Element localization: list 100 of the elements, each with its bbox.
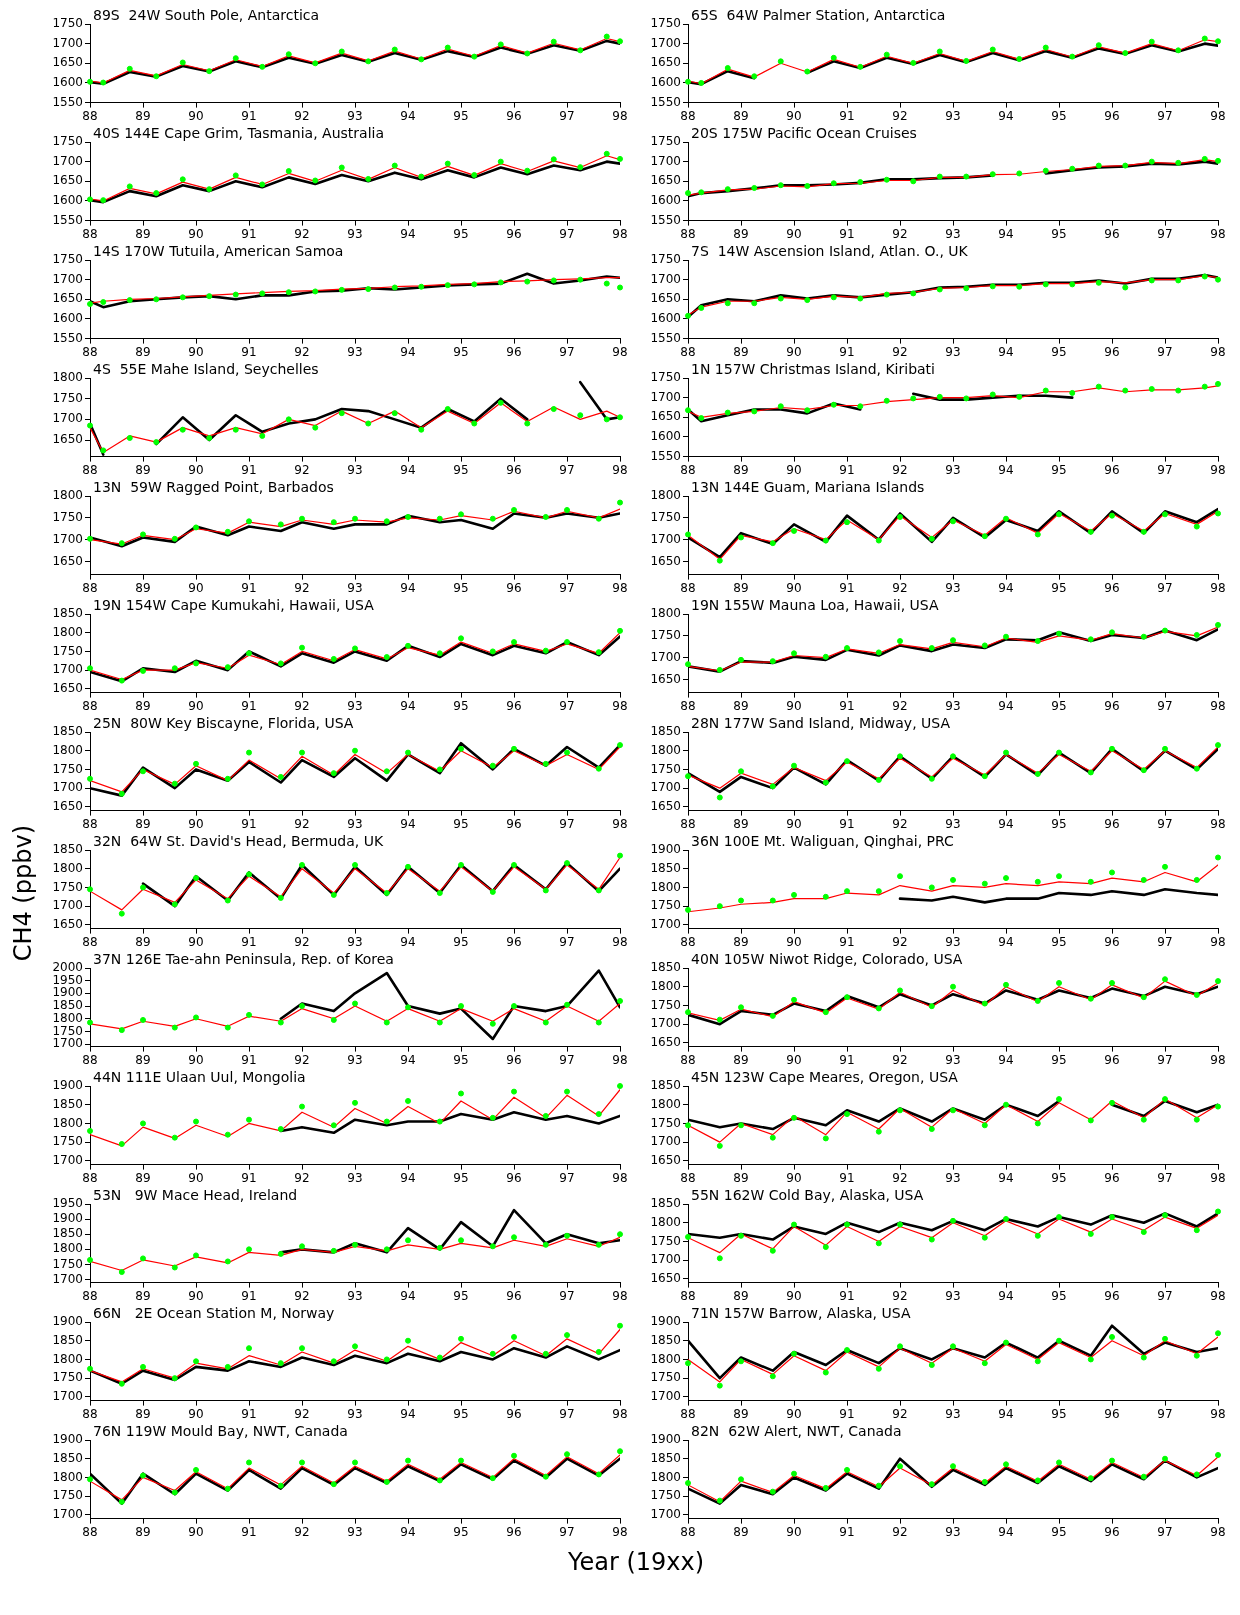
x-tick-label: 90 (786, 226, 802, 241)
x-tick-label: 92 (294, 108, 310, 123)
y-tick-label: 1650 (52, 798, 83, 813)
x-tick-label: 95 (453, 1170, 469, 1185)
x-tick-label: 91 (839, 1052, 855, 1067)
x-tick-label: 96 (1104, 344, 1120, 359)
y-tick-label: 1700 (650, 389, 681, 404)
y-tick-label: 1850 (650, 1450, 681, 1465)
x-tick-label: 88 (82, 934, 98, 949)
x-tick-label: 97 (559, 934, 575, 949)
x-tick-label: 90 (786, 816, 802, 831)
y-tick-label: 1850 (650, 1196, 681, 1211)
x-tick-label: 96 (1104, 698, 1120, 713)
x-tick-label: 94 (998, 226, 1014, 241)
y-tick-label: 1900 (52, 1432, 83, 1447)
x-tick-label: 95 (1051, 580, 1067, 595)
chart-title: 66N 2E Ocean Station M, Norway (93, 1304, 335, 1321)
x-tick-label: 97 (1157, 462, 1173, 477)
x-tick-label: 94 (998, 1170, 1014, 1185)
x-tick-label: 96 (506, 1052, 522, 1067)
x-tick-label: 98 (612, 1052, 628, 1067)
y-tick-label: 1750 (650, 16, 681, 31)
y-tick-label: 1550 (650, 330, 681, 345)
x-tick-label: 96 (1104, 580, 1120, 595)
x-tick-label: 94 (998, 1406, 1014, 1421)
x-tick-label: 93 (347, 580, 363, 595)
y-tick-label: 1700 (650, 780, 681, 795)
x-tick-label: 98 (1210, 226, 1226, 241)
x-tick-label: 93 (347, 1524, 363, 1539)
x-tick-label: 97 (1157, 934, 1173, 949)
x-tick-label: 90 (786, 1052, 802, 1067)
x-tick-label: 92 (294, 816, 310, 831)
x-tick-label: 96 (506, 226, 522, 241)
x-tick-label: 98 (1210, 698, 1226, 713)
x-tick-label: 94 (400, 1524, 416, 1539)
y-tick-label: 1900 (650, 1314, 681, 1329)
x-tick-label: 91 (839, 934, 855, 949)
x-tick-label: 90 (786, 580, 802, 595)
x-tick-label: 89 (733, 1170, 749, 1185)
chart-title: 40N 105W Niwot Ridge, Colorado, USA (691, 950, 963, 967)
x-tick-label: 98 (1210, 1524, 1226, 1539)
x-tick-label: 91 (241, 108, 257, 123)
chart-title: 89S 24W South Pole, Antarctica (93, 6, 320, 23)
x-tick-label: 97 (559, 1406, 575, 1421)
x-tick-label: 94 (400, 462, 416, 477)
y-tick-label: 1800 (650, 1096, 681, 1111)
x-tick-label: 96 (506, 1524, 522, 1539)
x-tick-label: 97 (1157, 108, 1173, 123)
x-tick-label: 93 (347, 108, 363, 123)
y-tick-label: 1550 (650, 212, 681, 227)
chart-title: 44N 111E Ulaan Uul, Mongolia (93, 1068, 306, 1085)
x-tick-label: 97 (1157, 698, 1173, 713)
x-tick-label: 93 (347, 1406, 363, 1421)
y-tick-label: 1850 (650, 724, 681, 739)
y-tick-label: 1850 (52, 1096, 83, 1111)
y-tick-label: 1800 (650, 1351, 681, 1366)
y-tick-label: 1700 (650, 1016, 681, 1031)
x-tick-label: 93 (347, 1052, 363, 1067)
chart-title: 45N 123W Cape Meares, Oregon, USA (691, 1068, 959, 1085)
x-tick-label: 96 (1104, 934, 1120, 949)
x-tick-label: 88 (680, 108, 696, 123)
x-tick-label: 96 (506, 344, 522, 359)
x-tick-label: 89 (135, 934, 151, 949)
y-tick-label: 1800 (650, 488, 681, 503)
x-tick-label: 93 (347, 698, 363, 713)
y-tick-label: 1600 (52, 311, 83, 326)
x-tick-label: 90 (786, 698, 802, 713)
x-tick-label: 96 (1104, 1288, 1120, 1303)
y-tick-label: 1700 (650, 531, 681, 546)
y-tick-label: 1700 (52, 662, 83, 677)
x-tick-label: 91 (839, 1288, 855, 1303)
chart-title: 76N 119W Mould Bay, NWT, Canada (93, 1422, 348, 1439)
x-tick-label: 97 (559, 226, 575, 241)
x-tick-label: 88 (82, 1052, 98, 1067)
x-tick-label: 97 (559, 1524, 575, 1539)
y-tick-label: 1550 (650, 94, 681, 109)
x-tick-label: 98 (1210, 344, 1226, 359)
x-tick-label: 92 (892, 1052, 908, 1067)
x-axis-title: Year (19xx) (566, 1548, 706, 1576)
y-tick-label: 1800 (52, 370, 83, 385)
x-tick-label: 93 (347, 344, 363, 359)
x-tick-label: 98 (612, 108, 628, 123)
y-tick-label: 1700 (650, 1388, 681, 1403)
y-tick-label: 1750 (52, 252, 83, 267)
chart-title: 14S 170W Tutuila, American Samoa (93, 242, 344, 259)
chart-title: 4S 55E Mahe Island, Seychelles (93, 360, 319, 377)
y-tick-label: 1650 (650, 1152, 681, 1167)
y-tick-label: 1650 (52, 291, 83, 306)
x-tick-label: 94 (998, 1524, 1014, 1539)
y-tick-label: 1750 (650, 1488, 681, 1503)
x-tick-label: 93 (945, 1406, 961, 1421)
y-tick-label: 1600 (650, 75, 681, 90)
x-tick-label: 97 (559, 1052, 575, 1067)
x-tick-label: 96 (1104, 462, 1120, 477)
x-tick-label: 96 (506, 698, 522, 713)
x-tick-label: 95 (1051, 1406, 1067, 1421)
y-tick-label: 1800 (650, 879, 681, 894)
x-tick-label: 93 (945, 1052, 961, 1067)
x-tick-label: 95 (453, 934, 469, 949)
y-tick-label: 1700 (52, 531, 83, 546)
